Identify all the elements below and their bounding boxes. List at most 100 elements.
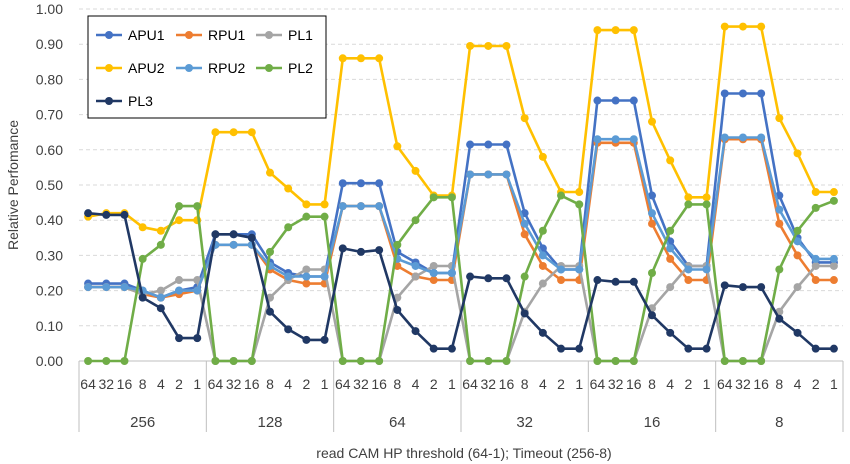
x-tick-label: 8: [521, 376, 529, 392]
data-point: [320, 212, 329, 221]
data-point: [120, 210, 129, 219]
data-point: [429, 276, 438, 285]
data-point: [520, 219, 529, 228]
data-point: [720, 133, 729, 142]
legend-item: RPU2: [176, 60, 246, 76]
data-point: [757, 357, 766, 365]
data-point: [520, 272, 529, 281]
legend-marker: [265, 64, 273, 72]
data-point: [411, 272, 420, 281]
data-point: [175, 216, 184, 225]
data-point: [575, 265, 584, 274]
axes: 0.00 0.10 0.20 0.30 0.40 0.50 0.60 0.70 0.80 0.90…: [36, 1, 844, 432]
data-point: [484, 170, 493, 179]
data-point: [247, 357, 256, 365]
data-point: [629, 357, 638, 365]
data-point: [338, 54, 347, 63]
x-group-label: 256: [130, 414, 155, 431]
data-point: [611, 96, 620, 105]
data-point: [648, 191, 656, 200]
y-tick-label: 0.90: [36, 36, 63, 52]
data-point: [720, 357, 729, 365]
data-point: [684, 193, 693, 202]
data-point: [193, 334, 202, 343]
data-point: [429, 269, 438, 277]
data-point: [484, 274, 493, 283]
data-point: [138, 254, 147, 263]
data-point: [320, 335, 329, 344]
data-point: [684, 344, 693, 353]
x-tick-label: 8: [393, 376, 401, 392]
data-point: [229, 240, 238, 249]
data-point: [466, 357, 475, 365]
data-point: [266, 307, 274, 316]
data-point: [738, 133, 747, 142]
data-point: [648, 219, 656, 228]
data-point: [466, 272, 475, 281]
data-point: [702, 344, 711, 353]
x-tick-label: 4: [412, 376, 420, 392]
data-point: [811, 203, 820, 212]
data-point: [666, 283, 675, 292]
y-tick-label: 0.50: [36, 177, 63, 193]
data-point: [411, 216, 420, 225]
data-point: [538, 251, 547, 260]
data-point: [757, 283, 766, 292]
legend-item: PL2: [256, 60, 313, 76]
data-point: [502, 170, 511, 179]
x-tick-label: 2: [430, 376, 438, 392]
legend-label: RPU2: [208, 60, 246, 76]
data-point: [266, 168, 274, 177]
data-point: [829, 188, 838, 197]
data-point: [829, 344, 838, 353]
data-point: [720, 89, 729, 98]
data-point: [84, 209, 93, 218]
data-point: [175, 286, 184, 295]
x-tick-label: 2: [302, 376, 310, 392]
data-point: [593, 96, 602, 105]
data-point: [557, 344, 566, 353]
data-point: [684, 276, 693, 285]
x-group-label: 32: [516, 414, 533, 431]
data-point: [629, 96, 638, 105]
data-point: [156, 304, 165, 313]
x-tick-label: 16: [244, 376, 260, 392]
data-point: [175, 276, 184, 285]
data-point: [356, 357, 365, 365]
x-tick-label: 2: [812, 376, 820, 392]
data-point: [338, 244, 347, 253]
data-point: [557, 276, 566, 285]
x-group-label: 8: [775, 414, 783, 431]
data-point: [757, 89, 766, 98]
data-point: [338, 179, 347, 188]
data-point: [611, 357, 620, 365]
data-point: [811, 276, 820, 285]
data-point: [302, 265, 311, 274]
series-lines: [84, 22, 838, 365]
x-tick-label: 64: [335, 376, 351, 392]
data-point: [611, 277, 620, 286]
x-tick-label: 4: [539, 376, 547, 392]
data-point: [629, 26, 638, 35]
data-point: [502, 140, 511, 149]
data-point: [484, 140, 493, 149]
data-point: [175, 334, 184, 343]
legend: APU1 RPU1 PL1 APU2 RPU2 PL2 PL3: [87, 15, 327, 119]
data-point: [484, 357, 493, 365]
data-point: [557, 191, 566, 200]
data-point: [156, 286, 165, 295]
x-tick-label: 1: [830, 376, 838, 392]
data-point: [502, 274, 511, 283]
legend-item: APU2: [96, 60, 165, 76]
x-group-label: 128: [257, 414, 282, 431]
data-point: [593, 135, 602, 144]
data-point: [356, 179, 365, 188]
data-point: [738, 283, 747, 292]
data-point: [393, 240, 402, 249]
x-tick-label: 16: [371, 376, 387, 392]
data-point: [811, 188, 820, 197]
data-point: [193, 202, 202, 211]
data-point: [156, 293, 165, 302]
data-point: [629, 135, 638, 144]
